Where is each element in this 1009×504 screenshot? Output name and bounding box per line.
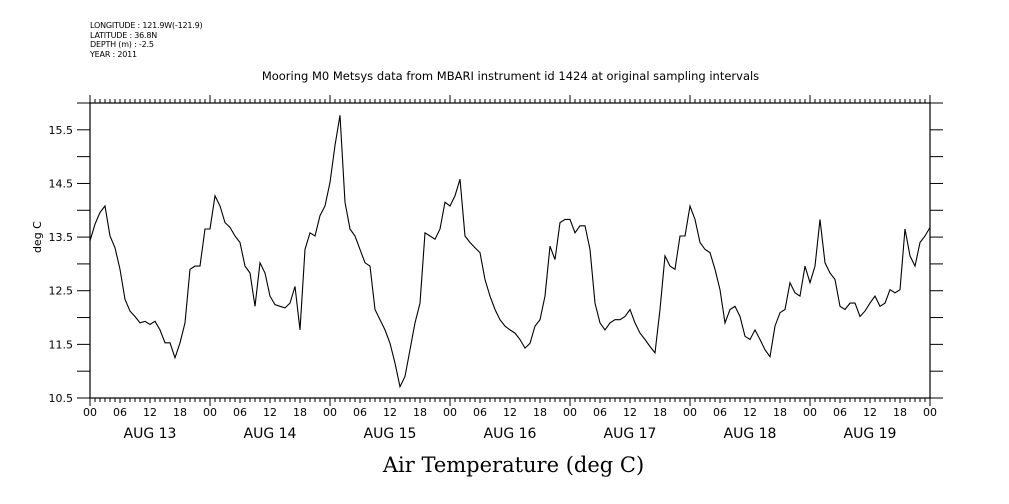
x-axis-title: Air Temperature (deg C) xyxy=(382,453,645,477)
x-tick-label: 06 xyxy=(233,406,247,419)
y-tick-label: 12.5 xyxy=(49,285,74,298)
x-day-label: AUG 17 xyxy=(604,426,657,442)
x-tick-label: 00 xyxy=(803,406,817,419)
x-tick-label: 00 xyxy=(563,406,577,419)
x-tick-label: 00 xyxy=(83,406,97,419)
x-tick-label: 12 xyxy=(623,406,637,419)
depth-label: DEPTH (m) : -2.5 xyxy=(90,40,154,49)
x-tick-label: 12 xyxy=(383,406,397,419)
x-tick-label: 00 xyxy=(683,406,697,419)
y-tick-label: 15.5 xyxy=(49,124,74,137)
x-tick-label: 06 xyxy=(593,406,607,419)
x-tick-label: 06 xyxy=(113,406,127,419)
x-day-label: AUG 16 xyxy=(484,426,537,442)
longitude-label: LONGITUDE : 121.9W(-121.9) xyxy=(90,21,203,30)
x-tick-label: 12 xyxy=(503,406,517,419)
x-tick-label: 06 xyxy=(473,406,487,419)
x-tick-label: 00 xyxy=(203,406,217,419)
x-tick-label: 18 xyxy=(173,406,187,419)
y-tick-label: 10.5 xyxy=(49,392,74,405)
x-day-label: AUG 14 xyxy=(244,426,297,442)
y-axis-label: deg C xyxy=(31,221,44,253)
x-day-label: AUG 15 xyxy=(364,426,417,442)
latitude-label: LATITUDE : 36.8N xyxy=(90,30,158,40)
x-tick-label: 06 xyxy=(833,406,847,419)
x-tick-label: 00 xyxy=(443,406,457,419)
y-tick-label: 14.5 xyxy=(49,177,74,190)
x-tick-label: 12 xyxy=(263,406,277,419)
x-day-label: AUG 19 xyxy=(844,426,897,442)
x-day-label: AUG 18 xyxy=(724,426,777,442)
x-tick-label: 18 xyxy=(293,406,307,419)
location-metadata: LONGITUDE : 121.9W(-121.9) LATITUDE : 36… xyxy=(90,21,203,59)
x-tick-label: 12 xyxy=(143,406,157,419)
x-tick-label: 00 xyxy=(323,406,337,419)
chart-title: Mooring M0 Metsys data from MBARI instru… xyxy=(261,69,760,83)
x-tick-label: 06 xyxy=(713,406,727,419)
x-tick-label: 18 xyxy=(413,406,427,419)
y-tick-label: 13.5 xyxy=(49,231,74,244)
x-tick-label: 06 xyxy=(353,406,367,419)
x-tick-label: 18 xyxy=(653,406,667,419)
x-tick-label: 12 xyxy=(743,406,757,419)
year-label: YEAR : 2011 xyxy=(90,49,137,59)
plot-frame xyxy=(89,102,931,399)
x-tick-label: 18 xyxy=(773,406,787,419)
x-tick-label: 18 xyxy=(893,406,907,419)
x-day-label: AUG 13 xyxy=(124,426,177,442)
x-tick-label: 18 xyxy=(533,406,547,419)
x-tick-label: 00 xyxy=(923,406,937,419)
air-temperature-line xyxy=(89,115,931,389)
x-tick-label: 12 xyxy=(863,406,877,419)
y-tick-label: 11.5 xyxy=(49,338,74,351)
